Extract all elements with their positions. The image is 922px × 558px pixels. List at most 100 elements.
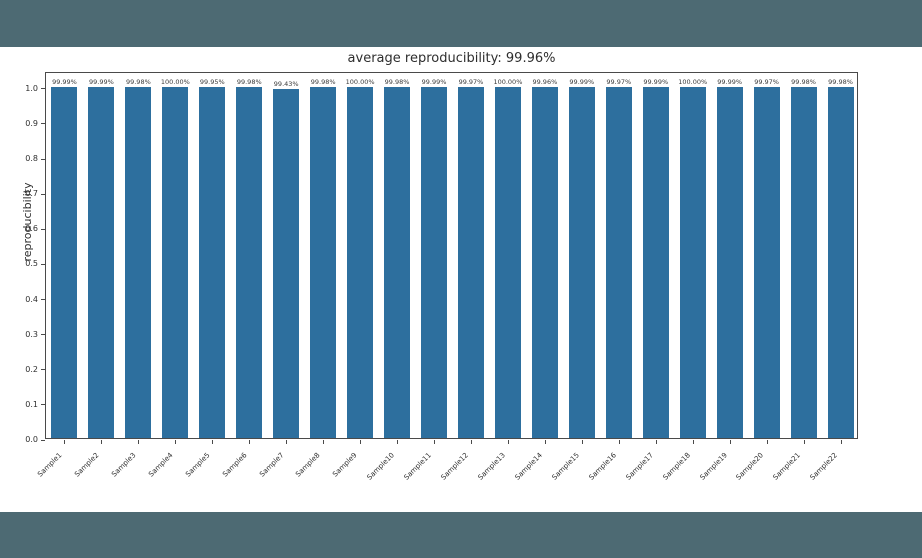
bar-sample1 — [51, 86, 78, 438]
y-tick-label: 0.8 — [25, 154, 38, 164]
x-tick-label: Sample14 — [513, 451, 544, 482]
bar-value-label: 99.98% — [791, 77, 816, 86]
bar-value-label: 99.98% — [125, 77, 151, 86]
bar-value-label: 99.97% — [754, 77, 779, 86]
x-tick-mark — [212, 440, 214, 444]
y-tick-label: 0.5 — [25, 259, 38, 269]
bar-value-label: 99.99% — [643, 77, 669, 86]
x-tick-mark — [101, 440, 103, 444]
x-tick-label: Sample1 — [35, 451, 64, 479]
bar-sample13 — [494, 86, 521, 438]
bar-sample7 — [273, 88, 300, 438]
bar-sample4 — [162, 86, 189, 438]
bar-sample6 — [236, 86, 263, 438]
x-tick-label: Sample10 — [365, 451, 396, 482]
bar-value-label: 99.98% — [310, 77, 336, 86]
chart-title: average reproducibility: 99.96% — [347, 51, 556, 66]
y-tick-label: 0.9 — [25, 118, 38, 128]
bar-value-label: 99.96% — [532, 77, 558, 86]
bar-sample19 — [716, 86, 743, 438]
y-tick-mark — [41, 299, 45, 301]
y-tick-label: 0.1 — [25, 399, 38, 409]
x-tick-mark — [581, 440, 583, 444]
bar-value-label: 99.97% — [458, 77, 484, 86]
x-tick-label: Sample3 — [109, 451, 138, 479]
top-band — [0, 0, 922, 47]
x-tick-mark — [507, 440, 509, 444]
bar-sample11 — [421, 86, 448, 438]
x-tick-mark — [544, 440, 546, 444]
x-tick-label: Sample6 — [220, 451, 249, 479]
x-tick-label: Sample11 — [402, 451, 433, 482]
x-tick-label: Sample15 — [550, 451, 581, 482]
bar-sample12 — [457, 86, 484, 438]
y-tick-mark — [41, 228, 45, 230]
bar-value-label: 100.00% — [678, 77, 708, 86]
x-tick-label: Sample19 — [697, 451, 729, 482]
x-tick-mark — [618, 440, 620, 444]
x-tick-mark — [138, 440, 140, 444]
y-tick-label: 0.6 — [25, 224, 38, 234]
x-tick-mark — [434, 440, 436, 444]
x-tick-label: Sample16 — [587, 451, 618, 482]
x-tick-mark — [64, 440, 66, 444]
y-tick-mark — [41, 263, 45, 265]
x-tick-label: Sample8 — [294, 451, 323, 479]
x-tick-mark — [323, 440, 325, 444]
y-tick-mark — [41, 193, 45, 195]
y-tick-mark — [41, 158, 45, 160]
bar-sample22 — [827, 86, 854, 438]
bar-value-label: 99.98% — [828, 77, 853, 86]
x-tick-label: Sample4 — [146, 451, 175, 479]
x-tick-label: Sample7 — [257, 451, 286, 479]
x-tick-label: Sample22 — [808, 451, 840, 482]
x-tick-label: Sample9 — [331, 451, 359, 479]
x-tick-label: Sample5 — [183, 451, 212, 479]
y-tick-mark — [41, 123, 45, 125]
bar-sample2 — [88, 86, 115, 438]
y-tick-mark — [41, 439, 45, 441]
bar-value-label: 99.43% — [273, 79, 299, 88]
bar-value-label: 99.95% — [199, 77, 225, 86]
y-tick-mark — [41, 404, 45, 406]
x-tick-mark — [360, 440, 362, 444]
bar-value-label: 100.00% — [345, 77, 375, 86]
x-tick-mark — [766, 440, 768, 444]
bar-value-label: 99.99% — [717, 77, 743, 86]
y-tick-label: 0.7 — [25, 189, 38, 199]
y-tick-label: 0.2 — [25, 364, 38, 374]
bar-value-label: 99.99% — [89, 77, 114, 86]
bottom-band — [0, 512, 922, 558]
x-tick-mark — [286, 440, 288, 444]
bar-value-label: 99.98% — [384, 77, 410, 86]
bar-value-label: 99.99% — [52, 77, 77, 86]
y-tick-label: 0.3 — [25, 329, 38, 339]
bar-sample17 — [642, 86, 669, 438]
bar-sample14 — [531, 86, 558, 438]
chart-figure: average reproducibility: 99.96% reproduc… — [0, 47, 922, 512]
bar-sample18 — [679, 86, 706, 438]
y-tick-mark — [41, 88, 45, 90]
y-tick-mark — [41, 369, 45, 371]
bar-sample3 — [125, 86, 152, 438]
bar-value-label: 99.99% — [421, 77, 447, 86]
bar-sample8 — [310, 86, 337, 438]
y-tick-mark — [41, 334, 45, 336]
x-tick-mark — [729, 440, 731, 444]
x-tick-mark — [470, 440, 472, 444]
x-tick-label: Sample18 — [661, 451, 692, 482]
plot-area: 0.0 0.1 0.2 0.3 0.4 0.5 0.6 0.7 0.8 0.9 1.0 99.99% S… — [25, 72, 858, 482]
bar-value-label: 99.97% — [606, 77, 632, 86]
x-tick-label: Sample13 — [476, 451, 507, 482]
bar-sample16 — [605, 86, 632, 438]
bar-sample10 — [384, 86, 411, 438]
bar-sample15 — [568, 86, 595, 438]
x-tick-mark — [840, 440, 842, 444]
bar-sample5 — [199, 86, 226, 438]
x-tick-mark — [655, 440, 657, 444]
bar-sample9 — [347, 86, 374, 438]
bar-value-label: 99.99% — [569, 77, 595, 86]
bar-value-label: 99.98% — [236, 77, 262, 86]
bar-value-label: 100.00% — [493, 77, 523, 86]
